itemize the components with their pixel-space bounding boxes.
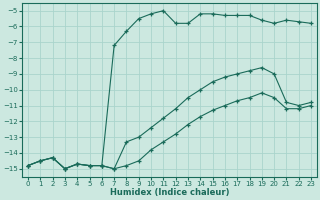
X-axis label: Humidex (Indice chaleur): Humidex (Indice chaleur) bbox=[110, 188, 229, 197]
